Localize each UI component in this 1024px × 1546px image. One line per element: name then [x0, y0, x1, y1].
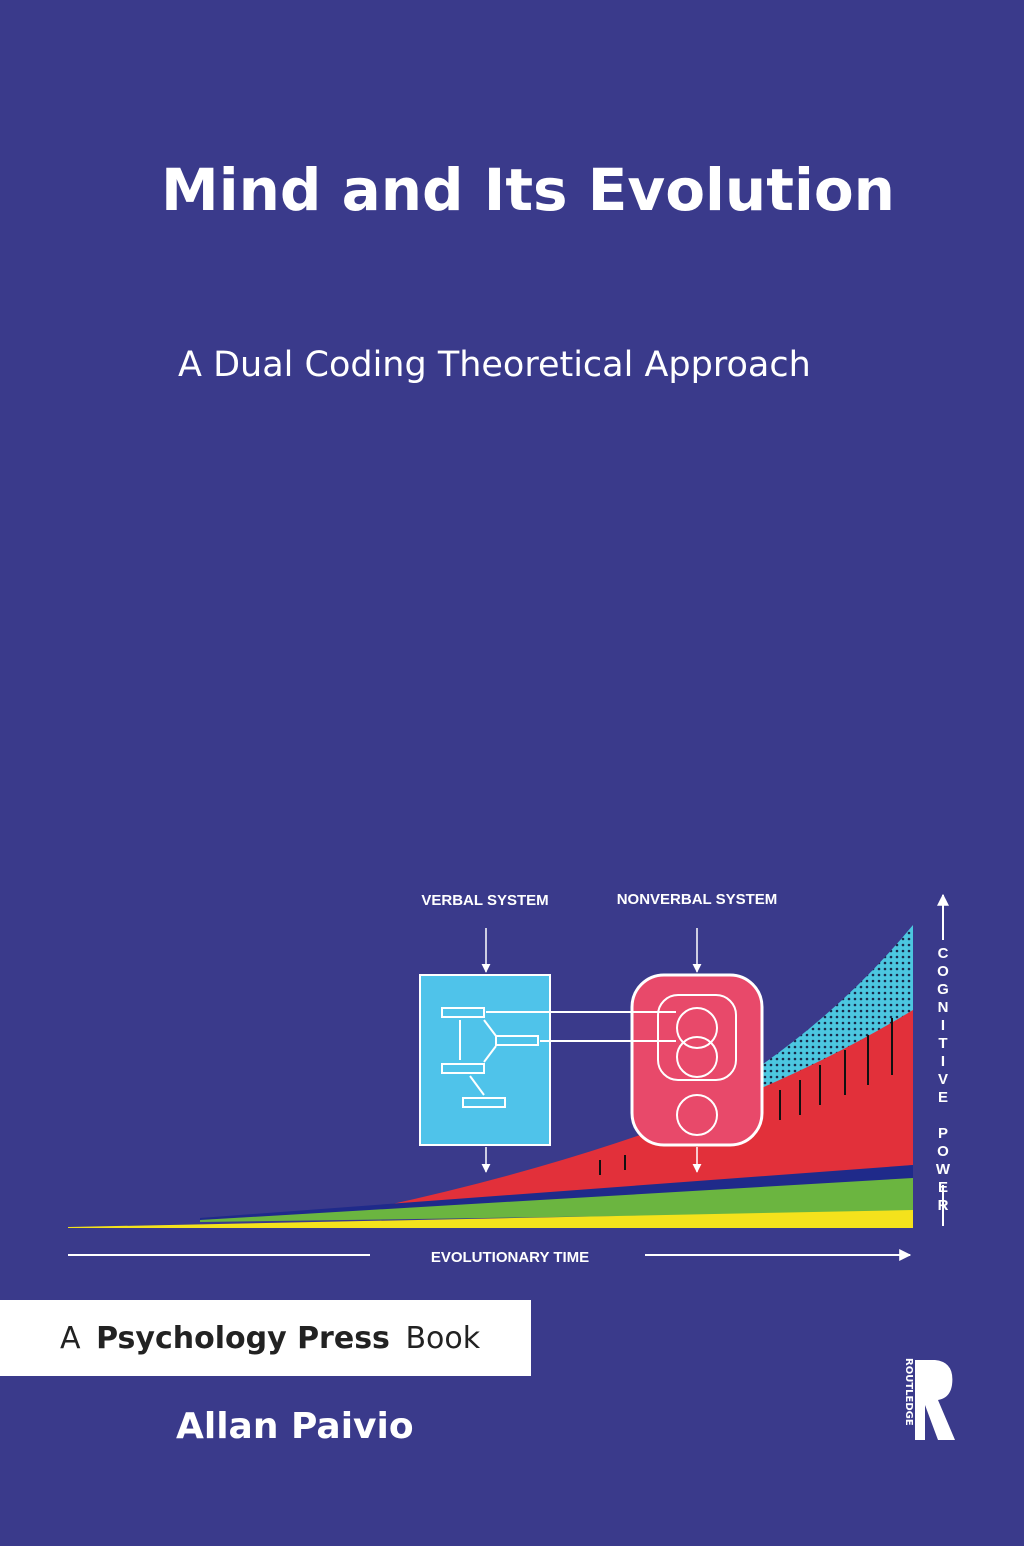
- publisher: ROUTLEDGE: [903, 1358, 914, 1426]
- verbal-label: VERBAL SYSTEM: [421, 892, 548, 909]
- series-prefix: A: [60, 1321, 81, 1356]
- y-axis-label: COGNITIVE POWER: [935, 945, 952, 1215]
- arrows: [599, 1018, 893, 1175]
- series-banner: [0, 1300, 531, 1376]
- blue-band: [200, 1165, 913, 1220]
- series-name: Psychology Press: [96, 1321, 390, 1356]
- red-band: [355, 1010, 913, 1213]
- yellow-band: [68, 1210, 913, 1228]
- nonverbal-diagram: [486, 994, 737, 1136]
- subtitle: A Dual Coding Theoretical Approach: [178, 345, 811, 385]
- x-axis-label: EVOLUTIONARY TIME: [431, 1249, 589, 1266]
- flow-arrows: [481, 928, 702, 1173]
- green-band: [200, 1178, 913, 1222]
- series-line: A Psychology Press Book: [60, 1321, 481, 1356]
- title: Mind and Its Evolution: [161, 156, 895, 224]
- publisher-logo: ROUTLEDGE: [903, 1358, 955, 1440]
- series-suffix: Book: [405, 1321, 480, 1356]
- verbal-diagram: [441, 1007, 539, 1108]
- illustration: VERBAL SYSTEM NONVERBAL SYSTEM EVOLUTION…: [68, 891, 952, 1266]
- author: Allan Paivio: [176, 1406, 414, 1447]
- nonverbal-box: [630, 973, 764, 1147]
- nonverbal-label: NONVERBAL SYSTEM: [617, 891, 778, 908]
